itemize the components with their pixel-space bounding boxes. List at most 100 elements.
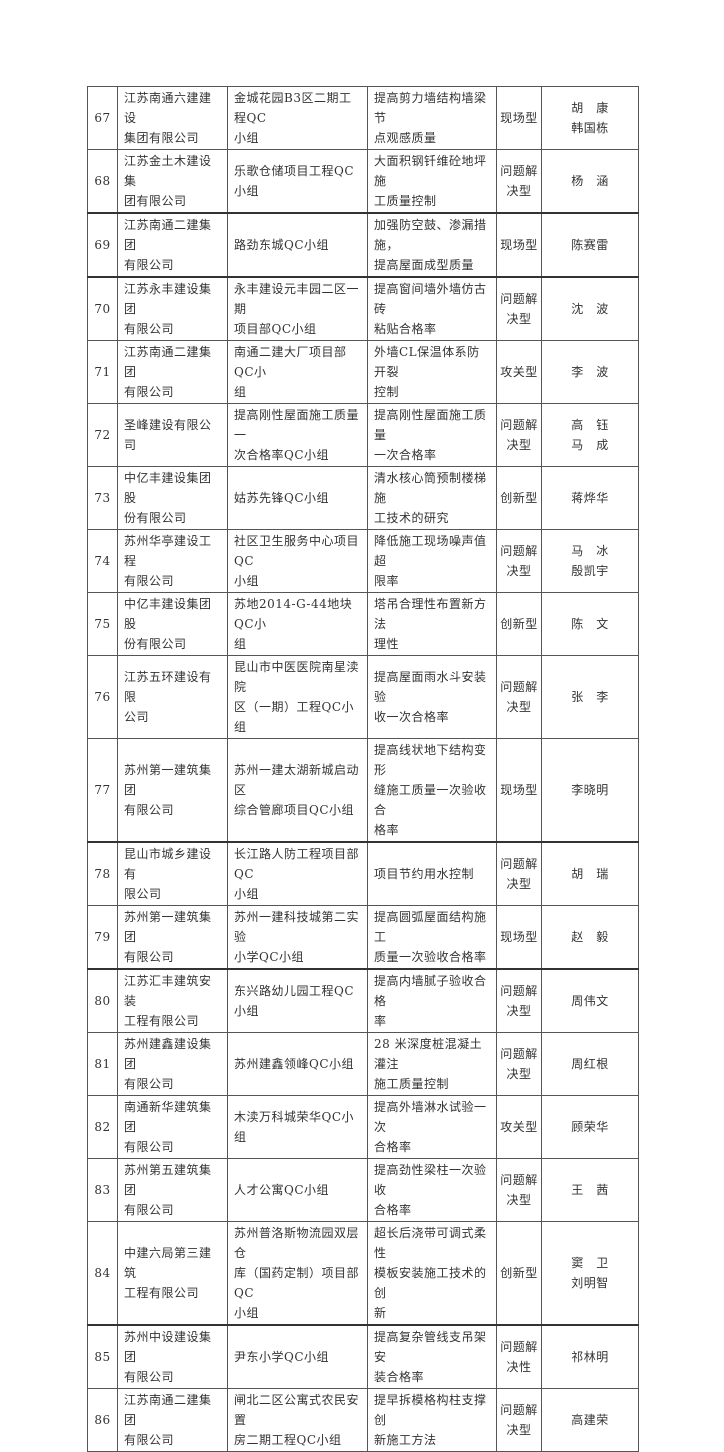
cell-topic: 项目节约用水控制 [367,841,497,906]
table-body: 67 江苏南通六建建设 集团有限公司 金城花园B3区二期工程QC 小组 提高剪力墙结构… [87,86,639,1452]
table-row: 79 苏州第一建筑集团 有限公司 苏州一建科技城第二实验 小学QC小组 提高圆弧屋面结… [87,905,639,970]
table-row: 68 江苏金土木建设集 团有限公司 乐歌仓储项目工程QC小组 大面积钢钎维砼地坪施 工… [87,149,639,214]
cell-topic: 提高线状地下结构变形 缝施工质量一次验收合 格率 [367,738,497,843]
cell-topic: 塔吊合理性布置新方法 理性 [367,592,497,656]
cell-topic: 提高内墙腻子验收合格 率 [367,968,497,1033]
cell-company: 苏州建鑫建设集团 有限公司 [117,1032,228,1096]
cell-company: 圣峰建设有限公司 [117,403,228,467]
cell-person: 马 冰 殷凯宇 [541,529,639,593]
cell-type: 创新型 [496,592,542,656]
cell-group-name: 路劲东城QC小组 [227,212,368,278]
cell-company: 江苏南通六建建设 集团有限公司 [117,86,228,150]
cell-company: 中建六局第三建筑 工程有限公司 [117,1221,228,1326]
cell-topic: 提高圆弧屋面结构施工 质量一次验收合格率 [367,905,497,970]
cell-person: 胡 瑞 [541,841,639,906]
cell-no: 67 [87,86,118,150]
cell-no: 86 [87,1388,118,1452]
cell-person: 陈 文 [541,592,639,656]
table-row: 71 江苏南通二建集团 有限公司 南通二建大厂项目部QC小 组外墙CL保温体系防开裂… [87,340,639,404]
cell-topic: 清水核心筒预制楼梯施 工技术的研究 [367,466,497,530]
cell-topic: 提高屋面雨水斗安装验 收一次合格率 [367,655,497,739]
cell-type: 问题解 决型 [496,529,542,593]
cell-company: 江苏永丰建设集团 有限公司 [117,276,228,341]
cell-type: 现场型 [496,212,542,278]
table-row: 84 中建六局第三建筑 工程有限公司 苏州普洛斯物流园双层仓 库（国药定制）项目部 … [87,1221,639,1326]
cell-group-name: 昆山市中医医院南星渎院 区（一期）工程QC小组 [227,655,368,739]
cell-type: 问题解 决型 [496,403,542,467]
cell-no: 83 [87,1158,118,1222]
cell-no: 76 [87,655,118,739]
cell-no: 81 [87,1032,118,1096]
table-row: 73 中亿丰建设集团股 份有限公司 姑苏先锋QC小组 清水核心筒预制楼梯施 工技术的研… [87,466,639,530]
cell-company: 苏州第一建筑集团 有限公司 [117,905,228,970]
table-row: 81 苏州建鑫建设集团 有限公司 苏州建鑫领峰QC小组 28 米深度桩混凝土灌注 施工… [87,1032,639,1096]
cell-type: 创新型 [496,466,542,530]
cell-group-name: 苏州一建太湖新城启动区 综合管廊项目QC小组 [227,738,368,843]
cell-type: 攻关型 [496,1095,542,1159]
cell-group-name: 苏州一建科技城第二实验 小学QC小组 [227,905,368,970]
cell-topic: 提高外墙淋水试验一次 合格率 [367,1095,497,1159]
table-row: 78 昆山市城乡建设有 限公司 长江路人防工程项目部 QC 小组 项目节约用水控制 问题… [87,841,639,906]
cell-group-name: 闸北二区公寓式农民安置 房二期工程QC小组 [227,1388,368,1452]
table-row: 72 圣峰建设有限公司 提高刚性屋面施工质量一 次合格率QC小组 提高刚性屋面施工质量… [87,403,639,467]
cell-topic: 大面积钢钎维砼地坪施 工质量控制 [367,149,497,214]
cell-group-name: 木渎万科城荣华QC小组 [227,1095,368,1159]
cell-topic: 提高复杂管线支吊架安 装合格率 [367,1324,497,1389]
cell-company: 苏州第一建筑集团 有限公司 [117,738,228,843]
cell-no: 73 [87,466,118,530]
cell-topic: 提高窗间墙外墙仿古砖 粘贴合格率 [367,276,497,341]
cell-type: 问题解 决型 [496,968,542,1033]
cell-person: 窦 卫 刘明智 [541,1221,639,1326]
cell-type: 创新型 [496,1221,542,1326]
cell-group-name: 苏地2014-G-44地块QC小 组 [227,592,368,656]
table-row: 80 江苏汇丰建筑安装 工程有限公司 东兴路幼儿园工程QC小组 提高内墙腻子验收合格 … [87,968,639,1033]
cell-topic: 28 米深度桩混凝土灌注 施工质量控制 [367,1032,497,1096]
cell-no: 79 [87,905,118,970]
table-row: 69 江苏南通二建集团 有限公司 路劲东城QC小组 加强防空鼓、渗漏措施， 提高屋面成… [87,212,639,278]
cell-type: 问题解 决型 [496,1388,542,1452]
cell-group-name: 姑苏先锋QC小组 [227,466,368,530]
cell-type: 现场型 [496,86,542,150]
cell-person: 陈赛雷 [541,212,639,278]
cell-company: 江苏五环建设有限 公司 [117,655,228,739]
cell-topic: 降低施工现场噪声值超 限率 [367,529,497,593]
table-row: 74 苏州华亭建设工程 有限公司 社区卫生服务中心项目 QC 小组 降低施工现场噪声值… [87,529,639,593]
cell-company: 中亿丰建设集团股 份有限公司 [117,466,228,530]
cell-type: 现场型 [496,738,542,843]
cell-type: 问题解 决型 [496,276,542,341]
cell-no: 68 [87,149,118,214]
cell-type: 问题解 决型 [496,1158,542,1222]
cell-company: 南通新华建筑集团 有限公司 [117,1095,228,1159]
cell-topic: 加强防空鼓、渗漏措施， 提高屋面成型质量 [367,212,497,278]
cell-group-name: 东兴路幼儿园工程QC小组 [227,968,368,1033]
cell-group-name: 社区卫生服务中心项目 QC 小组 [227,529,368,593]
cell-topic: 提早拆模格构柱支撑创 新施工方法 [367,1388,497,1452]
cell-company: 苏州华亭建设工程 有限公司 [117,529,228,593]
cell-person: 胡 康 韩国栋 [541,86,639,150]
cell-company: 昆山市城乡建设有 限公司 [117,841,228,906]
table-row: 82 南通新华建筑集团 有限公司 木渎万科城荣华QC小组 提高外墙淋水试验一次 合格率… [87,1095,639,1159]
table-row: 86 江苏南通二建集团 有限公司 闸北二区公寓式农民安置 房二期工程QC小组 提早拆模… [87,1388,639,1452]
cell-company: 江苏南通二建集团 有限公司 [117,1388,228,1452]
cell-person: 蒋烨华 [541,466,639,530]
cell-no: 71 [87,340,118,404]
cell-group-name: 乐歌仓储项目工程QC小组 [227,149,368,214]
cell-person: 李 波 [541,340,639,404]
cell-company: 江苏南通二建集团 有限公司 [117,340,228,404]
cell-no: 78 [87,841,118,906]
cell-topic: 外墙CL保温体系防开裂 控制 [367,340,497,404]
table-row: 76 江苏五环建设有限 公司 昆山市中医医院南星渎院 区（一期）工程QC小组 提高屋面… [87,655,639,739]
cell-no: 75 [87,592,118,656]
cell-group-name: 尹东小学QC小组 [227,1324,368,1389]
cell-person: 祁林明 [541,1324,639,1389]
cell-group-name: 永丰建设元丰园二区一期 项目部QC小组 [227,276,368,341]
cell-company: 江苏南通二建集团 有限公司 [117,212,228,278]
cell-person: 高建荣 [541,1388,639,1452]
cell-group-name: 长江路人防工程项目部 QC 小组 [227,841,368,906]
cell-no: 70 [87,276,118,341]
cell-person: 高 钰 马 成 [541,403,639,467]
cell-person: 周红根 [541,1032,639,1096]
cell-person: 顾荣华 [541,1095,639,1159]
cell-type: 攻关型 [496,340,542,404]
cell-group-name: 人才公寓QC小组 [227,1158,368,1222]
